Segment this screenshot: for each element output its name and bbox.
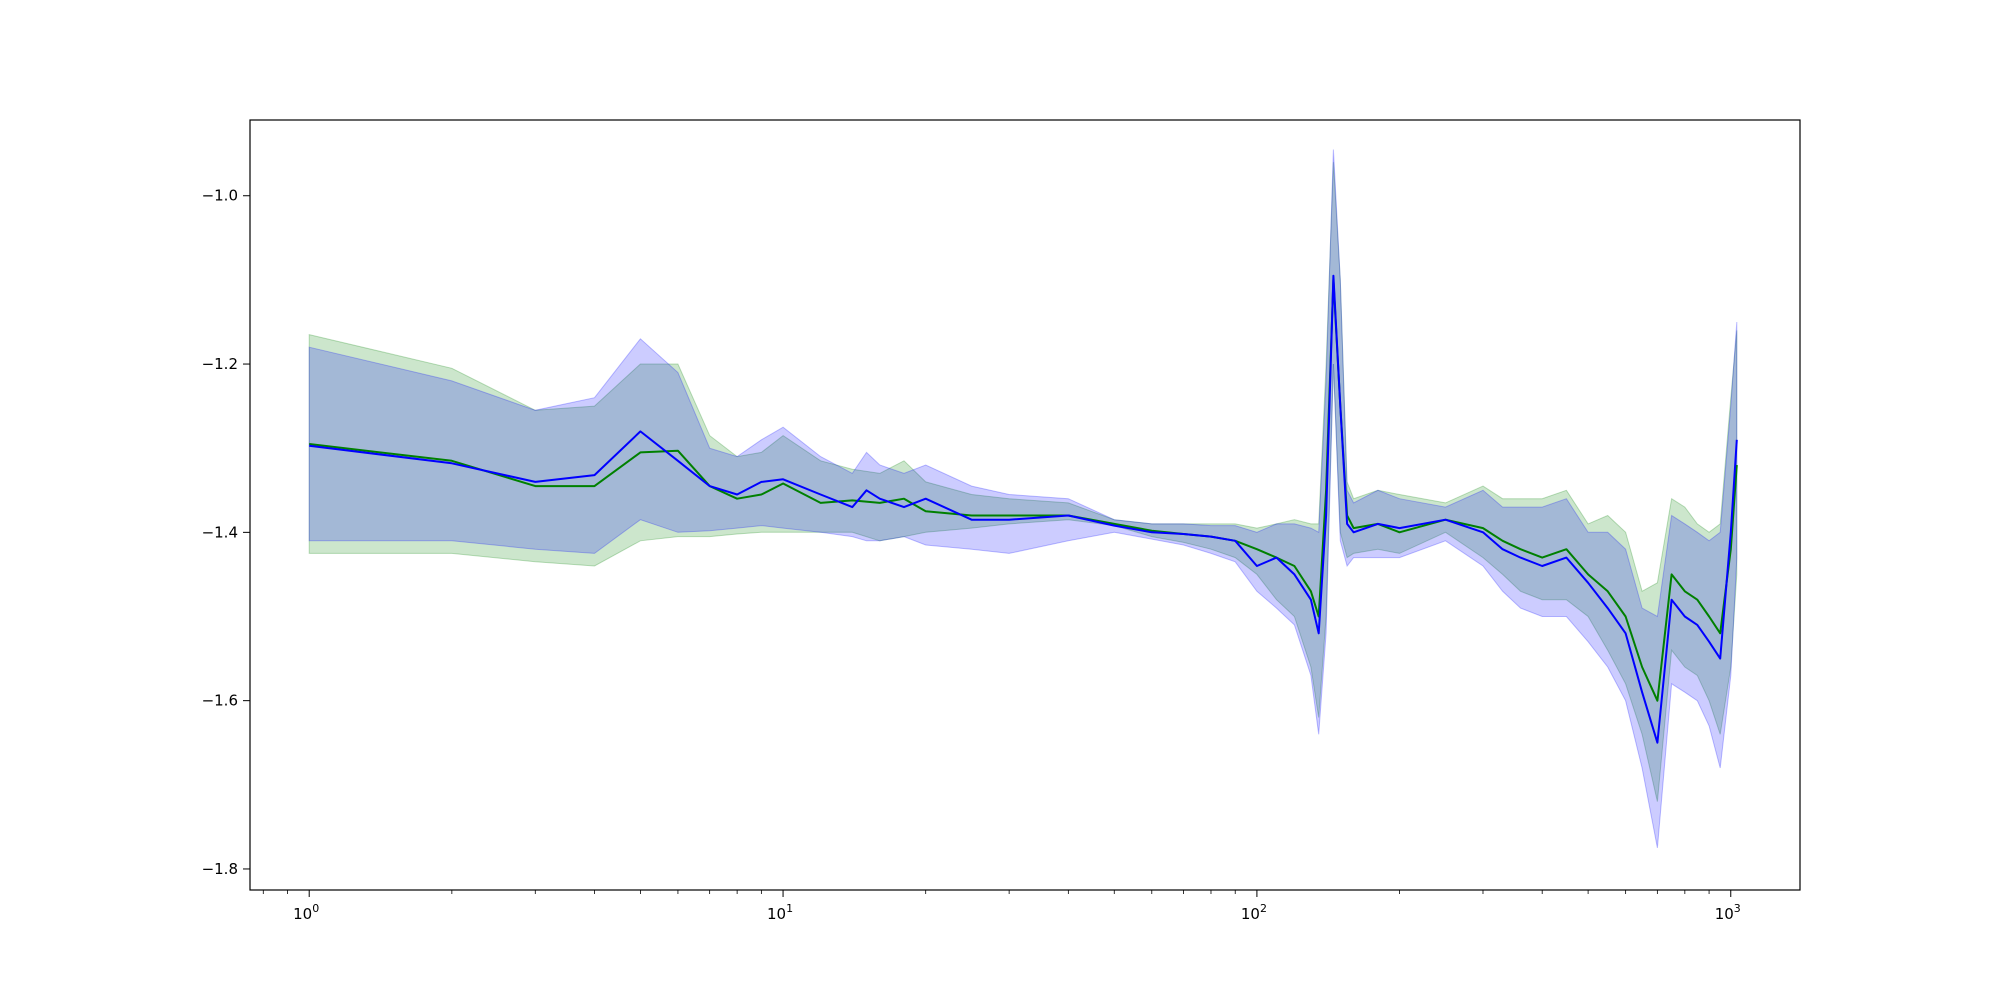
series-1-band <box>308 149 1738 848</box>
y-tick-label: −1.4 <box>202 523 238 541</box>
y-tick-label: −1.6 <box>202 692 238 710</box>
y-tick-label: −1.2 <box>202 355 238 373</box>
y-tick-label: −1.0 <box>202 187 238 205</box>
x-tick-exponent: 3 <box>1734 902 1741 915</box>
series-0-band <box>308 162 1738 802</box>
x-tick-exponent: 0 <box>312 902 319 915</box>
series-lines <box>309 274 1738 744</box>
plot-frame <box>249 119 1801 891</box>
x-tick-exponent: 2 <box>1260 902 1267 915</box>
y-axis: −1.8 −1.6 −1.4 −1.2 −1.0 <box>202 187 250 878</box>
series-1-line <box>309 274 1738 744</box>
x-tick-exponent: 1 <box>786 902 793 915</box>
series-0-line <box>309 278 1738 702</box>
y-tick-label: −1.8 <box>202 860 238 878</box>
confidence-bands <box>308 149 1738 848</box>
